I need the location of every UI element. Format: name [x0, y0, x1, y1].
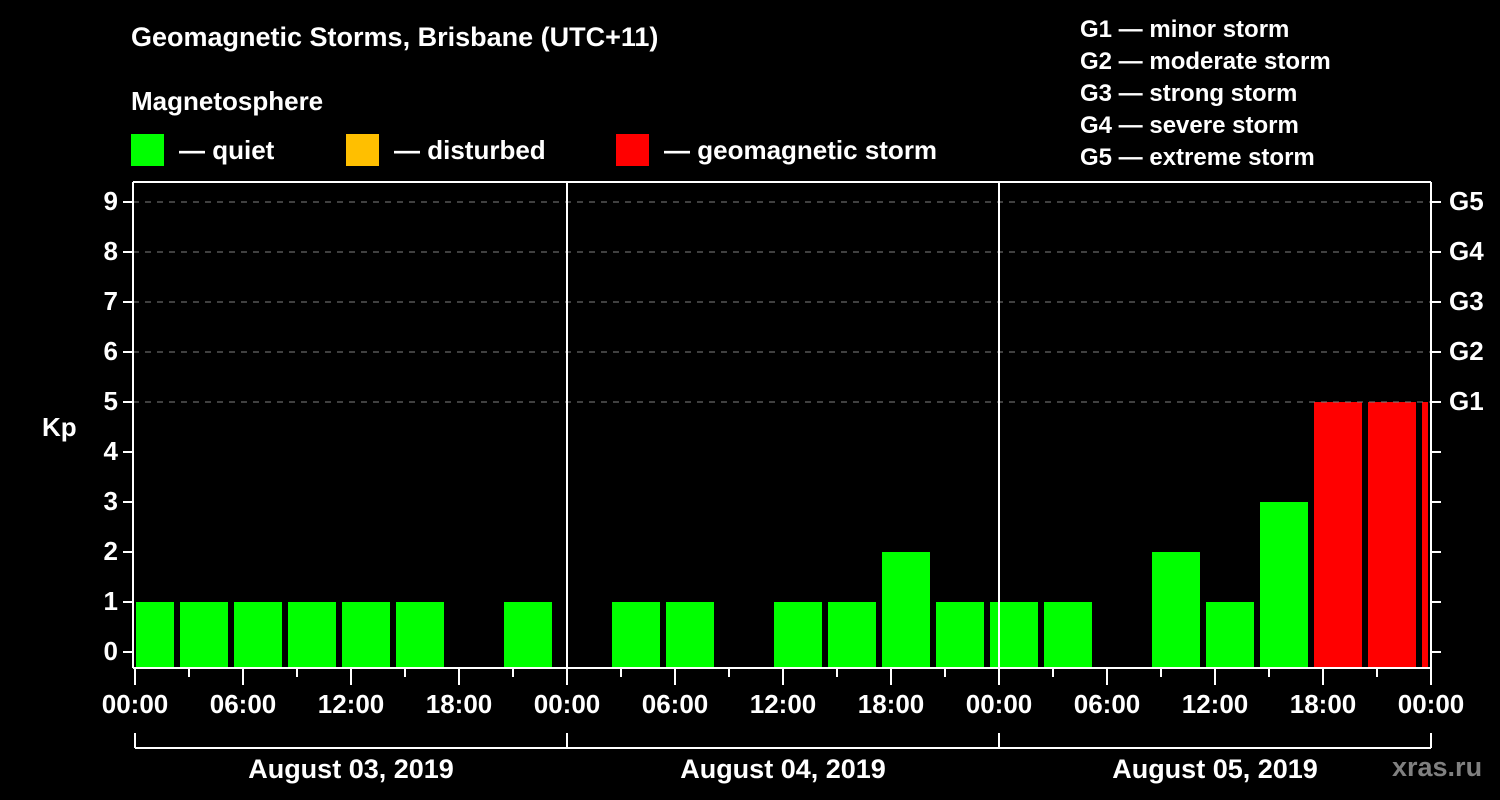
y-tick-label: 8 — [103, 236, 118, 266]
kp-bar — [396, 602, 444, 668]
plot-frame — [123, 181, 1441, 749]
kp-bar — [1206, 602, 1254, 668]
g-tick-label: G5 — [1449, 186, 1484, 216]
x-tick-label: 00:00 — [533, 689, 601, 719]
storm-scale-g1: G1 — minor storm — [1080, 16, 1290, 43]
storm-scale-g4: G4 — severe storm — [1080, 112, 1299, 139]
x-tick-label: 18:00 — [857, 689, 925, 719]
x-tick-label: 06:00 — [209, 689, 277, 719]
date-label: August 04, 2019 — [680, 754, 886, 784]
x-tick-label: 12:00 — [749, 689, 817, 719]
storm-scale-legend: G1 — minor storm G2 — moderate storm G3 … — [1080, 14, 1331, 174]
kp-bar — [666, 602, 714, 668]
x-tick-label: 00:00 — [1397, 689, 1465, 719]
kp-bar — [234, 602, 282, 668]
kp-bar — [1314, 402, 1362, 668]
g-tick-label: G2 — [1449, 336, 1484, 366]
x-tick-label: 00:00 — [101, 689, 169, 719]
kp-bar — [990, 602, 1038, 668]
kp-bar — [136, 602, 174, 668]
kp-bar — [1044, 602, 1092, 668]
kp-bar — [1368, 402, 1416, 668]
legend-quiet: — quiet — [131, 134, 274, 166]
x-tick-label: 12:00 — [1181, 689, 1249, 719]
kp-bar — [1152, 552, 1200, 668]
g-tick-label: G1 — [1449, 386, 1484, 416]
kp-bar — [612, 602, 660, 668]
storm-scale-g2: G2 — moderate storm — [1080, 48, 1331, 75]
y-tick-label: 2 — [103, 536, 118, 566]
y-tick-label: 7 — [103, 286, 118, 316]
legend-disturbed-label: — disturbed — [394, 134, 546, 165]
storm-scale-g3: G3 — strong storm — [1080, 80, 1298, 107]
quiet-swatch — [131, 134, 164, 166]
bar-series — [136, 402, 1428, 668]
x-tick-label: 12:00 — [317, 689, 385, 719]
y-tick-label: 1 — [103, 586, 118, 616]
kp-bar — [1422, 402, 1428, 668]
kp-bar — [180, 602, 228, 668]
kp-bar — [504, 602, 552, 668]
gridlines — [133, 201, 1431, 403]
y-axis-label: Kp — [42, 412, 77, 442]
legend-quiet-label: — quiet — [179, 134, 275, 165]
y-tick-label: 9 — [103, 186, 118, 216]
y-tick-label: 5 — [103, 386, 118, 416]
legend-disturbed: — disturbed — [346, 134, 546, 166]
storm-scale-g5: G5 — extreme storm — [1080, 144, 1315, 171]
legend-storm: — geomagnetic storm — [616, 134, 937, 166]
y-tick-label: 3 — [103, 486, 118, 516]
chart-title: Geomagnetic Storms, Brisbane (UTC+11) — [131, 22, 659, 52]
legend-storm-label: — geomagnetic storm — [664, 134, 938, 165]
kp-bar — [828, 602, 876, 668]
kp-bar — [882, 552, 930, 668]
kp-bar — [1260, 502, 1308, 668]
x-tick-label: 18:00 — [425, 689, 493, 719]
storm-swatch — [616, 134, 649, 166]
g-tick-label: G4 — [1449, 236, 1484, 266]
x-tick-label: 18:00 — [1289, 689, 1357, 719]
y-tick-label: 0 — [103, 636, 118, 666]
x-tick-label: 06:00 — [1073, 689, 1141, 719]
g-tick-label: G3 — [1449, 286, 1484, 316]
kp-bar — [936, 602, 984, 668]
date-label: August 03, 2019 — [248, 754, 454, 784]
x-tick-label: 00:00 — [965, 689, 1033, 719]
x-tick-label: 06:00 — [641, 689, 709, 719]
y-tick-label: 6 — [103, 336, 118, 366]
chart-subtitle: Magnetosphere — [131, 86, 324, 116]
kp-bar — [774, 602, 822, 668]
y-tick-label: 4 — [103, 436, 118, 466]
watermark: xras.ru — [1392, 752, 1483, 782]
date-label: August 05, 2019 — [1112, 754, 1318, 784]
kp-bar — [288, 602, 336, 668]
kp-bar — [342, 602, 390, 668]
disturbed-swatch — [346, 134, 379, 166]
